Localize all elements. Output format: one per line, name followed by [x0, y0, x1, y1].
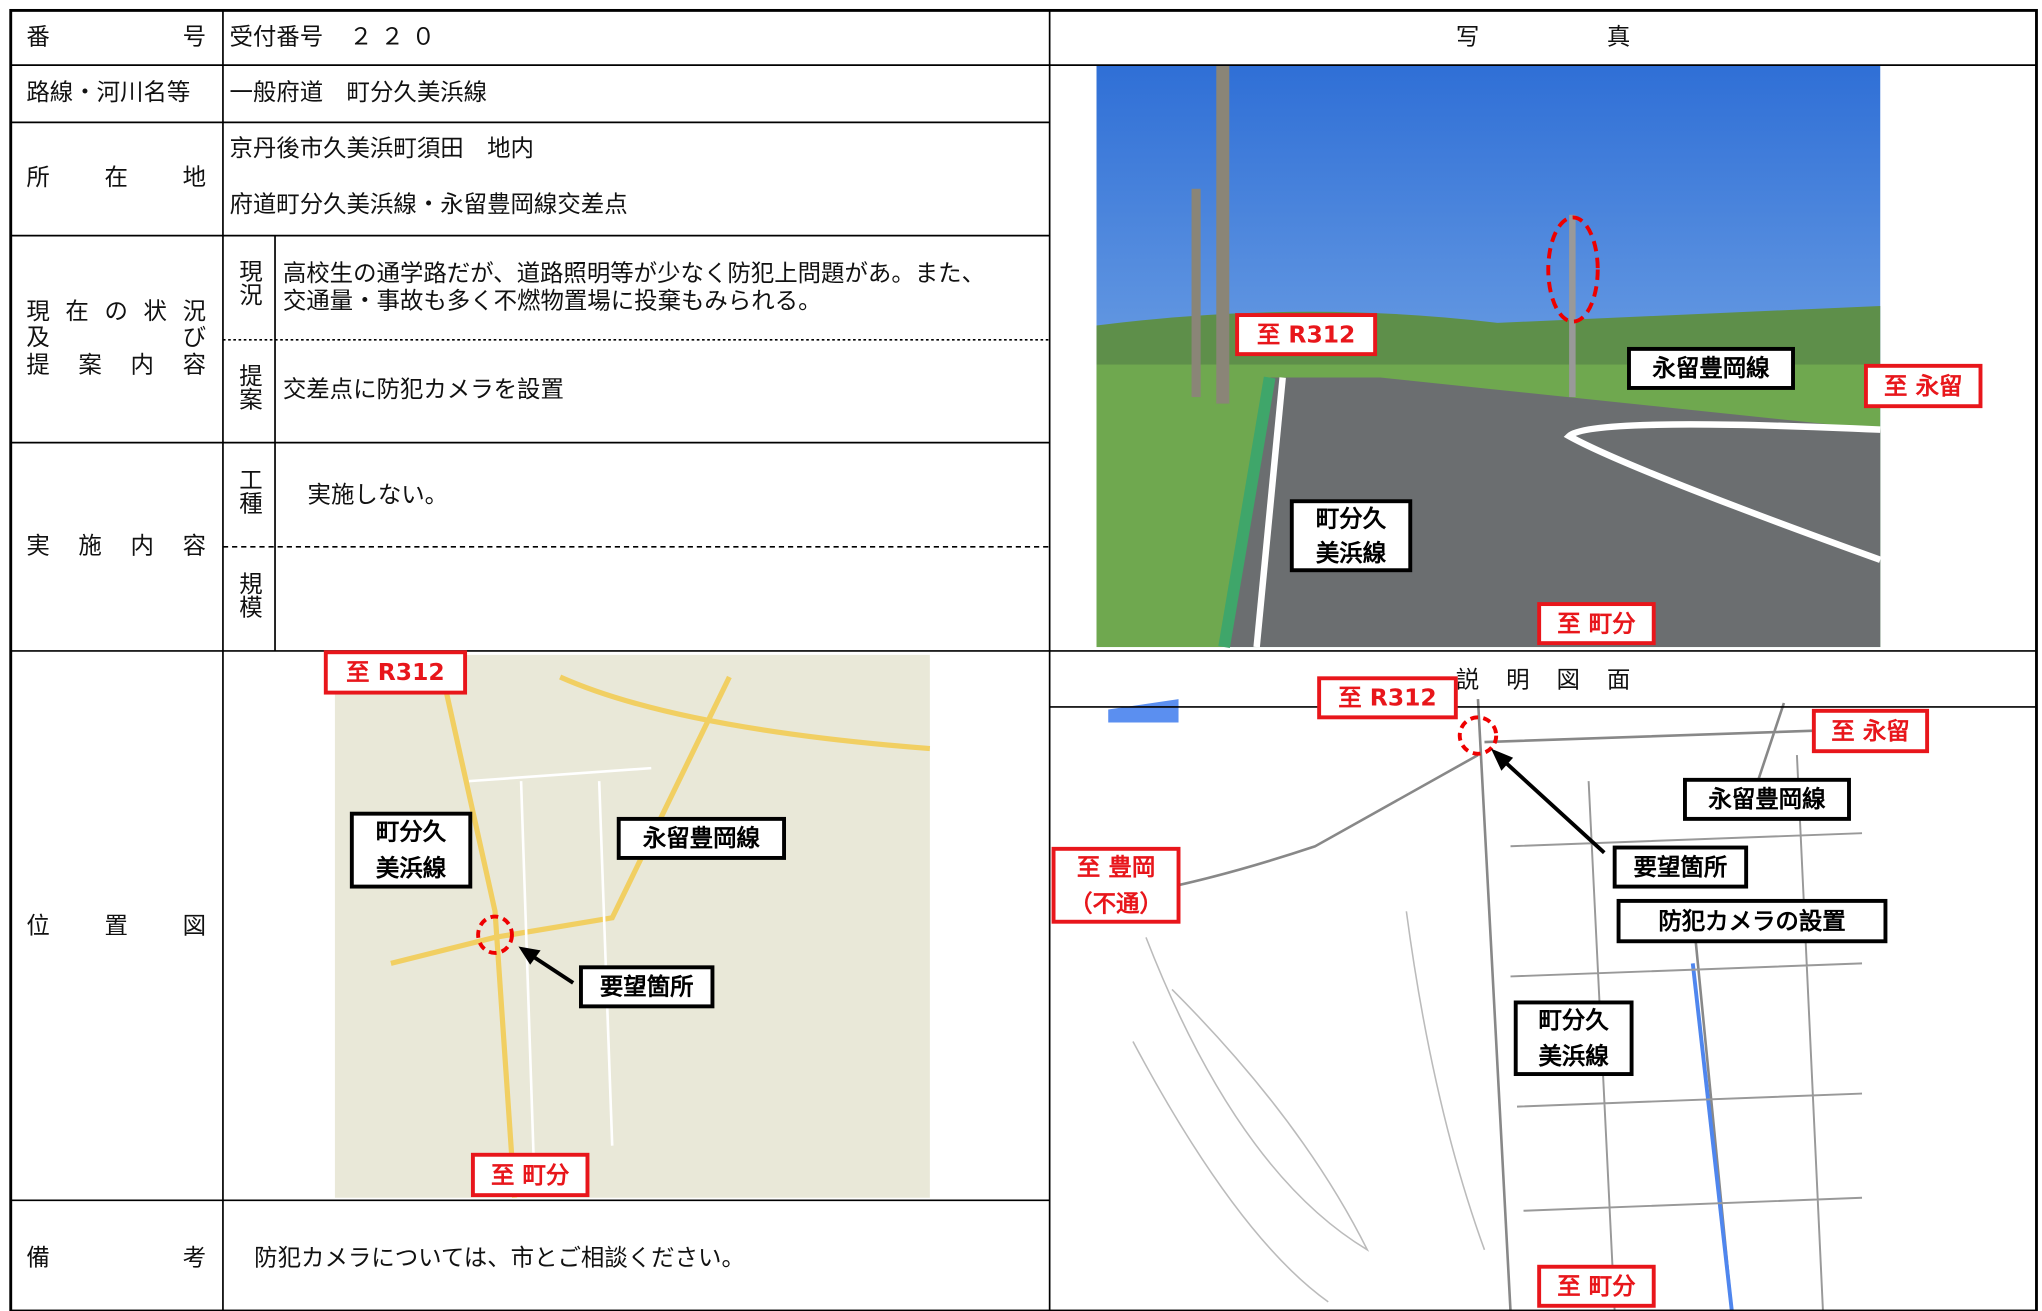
- annotation-text: 美浜線: [376, 854, 447, 882]
- cell-value: 一般府道 町分久美浜線: [229, 78, 487, 106]
- cell-value: 交通量・事故も多く不燃物置場に投棄もみられる。: [283, 287, 822, 315]
- annotation-text: 至 R312: [1338, 684, 1437, 712]
- sub-label: 現況: [235, 259, 263, 306]
- cell-label: 提案内容: [26, 350, 206, 378]
- sub-label: 工種: [235, 467, 263, 514]
- annotation-box: [1537, 602, 1656, 646]
- annotation-box: [1513, 1000, 1634, 1077]
- cell-label: 備考: [26, 1243, 206, 1271]
- annotation-text: 至 町分: [491, 1161, 570, 1189]
- annotation-box: [1612, 845, 1749, 889]
- annotation-box: [1289, 499, 1413, 573]
- sub-label: 提案: [235, 363, 263, 410]
- section-title: 写真: [1456, 22, 1630, 50]
- annotation-text: 至 町分: [1557, 609, 1636, 637]
- annotation-text: 至 永留: [1831, 717, 1909, 745]
- annotation-box: [1235, 313, 1378, 357]
- annotation-box: [470, 1152, 590, 1198]
- annotation-box: [349, 811, 473, 889]
- annotation-text: 至 町分: [1557, 1272, 1636, 1300]
- cell-value: 交差点に防犯カメラを設置: [283, 375, 564, 403]
- annotation-box: [1863, 363, 1983, 409]
- cell-value: 受付番号: [229, 22, 323, 50]
- annotation-box: [323, 650, 468, 695]
- cell-value: 実施しない。: [308, 481, 449, 509]
- annotation-text: 永留豊岡線: [643, 824, 761, 852]
- cell-value: 防犯カメラについては、市とご相談ください。: [254, 1243, 745, 1271]
- annotation-text: 要望箇所: [1634, 853, 1728, 881]
- cell-value: 高校生の通学路だが、道路照明等が少なく防犯上問題があ。また、: [283, 259, 985, 287]
- annotation-text: 永留豊岡線: [1708, 785, 1826, 813]
- annotation-text: 要望箇所: [600, 973, 694, 1001]
- annotation-text: 美浜線: [1316, 539, 1387, 567]
- annotation-text: 至 永留: [1884, 372, 1962, 400]
- annotation-text: （不通）: [1069, 889, 1163, 917]
- cell-value: 京丹後市久美浜町須田 地内: [229, 134, 533, 162]
- annotation-text: 町分久: [1539, 1006, 1610, 1034]
- annotation-text: 町分久: [376, 818, 447, 846]
- cell-value: 府道町分久美浜線・永留豊岡線交差点: [229, 190, 627, 218]
- annotation-box: [579, 965, 715, 1009]
- annotation-box: [1537, 1264, 1656, 1308]
- annotation-text: 永留豊岡線: [1652, 354, 1770, 382]
- cell-label: 路線・河川名等: [26, 78, 190, 106]
- cell-label: 所在地: [26, 163, 206, 191]
- annotation-box: [1683, 777, 1851, 821]
- annotation-box: [1317, 676, 1458, 720]
- form-grid: [9, 8, 2038, 1311]
- sub-label: 規模: [235, 571, 263, 618]
- annotation-text: 町分久: [1316, 504, 1387, 532]
- cell-label: 位置図: [26, 911, 206, 939]
- annotation-box: [1616, 898, 1888, 944]
- annotation-text: 防犯カメラの設置: [1658, 907, 1845, 935]
- cell-value: ２２０: [349, 22, 443, 50]
- section-title: 説明図面: [1456, 665, 1630, 693]
- annotation-text: 至 R312: [346, 658, 445, 686]
- cell-label: 実施内容: [26, 531, 206, 559]
- location-map: [334, 654, 931, 1198]
- annotation-text: 美浜線: [1539, 1042, 1610, 1070]
- annotation-box: [1627, 346, 1795, 390]
- cell-label: 番号: [26, 22, 206, 50]
- cell-label: 現在の状況: [26, 297, 206, 325]
- annotation-box: [1051, 846, 1181, 924]
- annotation-box: [1811, 708, 1930, 754]
- annotation-text: 至 豊岡: [1077, 853, 1155, 881]
- cell-label: 及び: [26, 323, 206, 351]
- annotation-text: 至 R312: [1257, 320, 1356, 348]
- annotation-box: [616, 816, 787, 860]
